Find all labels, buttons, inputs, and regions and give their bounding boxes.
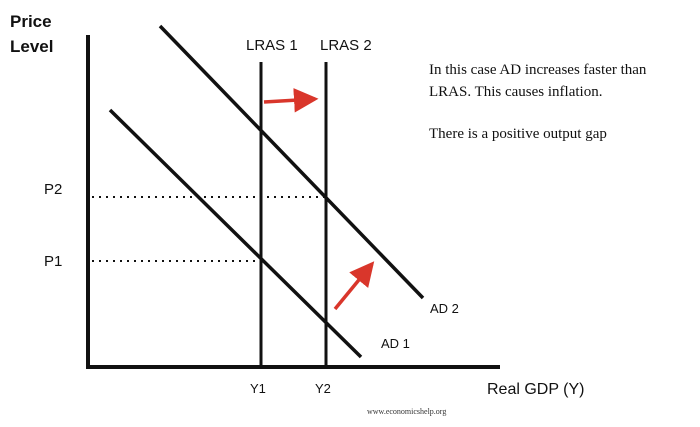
p2-label: P2: [44, 181, 62, 198]
p1-label: P1: [44, 253, 62, 270]
lras-shift-arrow: [263, 88, 319, 113]
lras1-label: LRAS 1: [246, 37, 298, 54]
source-credit: www.economicshelp.org: [367, 407, 446, 416]
ad2-line: [158, 24, 425, 300]
x-axis-title: Real GDP (Y): [487, 381, 585, 398]
ad-shift-arrow: [333, 261, 375, 311]
note-line3: There is a positive output gap: [429, 126, 607, 142]
lras2-label: LRAS 2: [320, 37, 372, 54]
ad2-label: AD 2: [430, 301, 459, 316]
y-axis-title-line1: Price: [10, 12, 52, 31]
y1-label: Y1: [250, 381, 266, 396]
ad1-line: [108, 108, 363, 359]
y-axis-title-line2: Level: [10, 37, 53, 56]
ad1-label: AD 1: [381, 336, 410, 351]
y2-label: Y2: [315, 381, 331, 396]
note-line1: In this case AD increases faster than: [429, 62, 647, 78]
note-line2: LRAS. This causes inflation.: [429, 84, 602, 100]
